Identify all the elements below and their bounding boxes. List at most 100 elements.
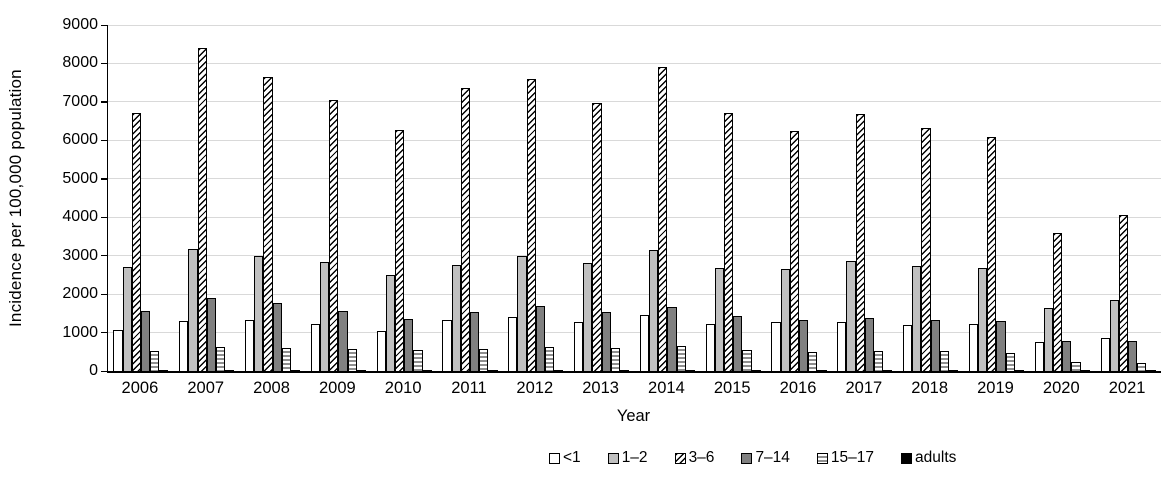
bar-2008-<1 [244, 319, 255, 371]
legend-label: 15–17 [830, 449, 875, 466]
legend-label: 1–2 [621, 449, 648, 466]
gridline [108, 139, 1161, 141]
legend: <1 1–2 3–6 7–14 15–17 adults [549, 449, 956, 467]
y-axis-title: Incidence per 100,000 population [6, 69, 25, 327]
bar-2006-adults [159, 369, 169, 371]
bar-2007-1–2 [188, 248, 198, 371]
bar-2014-adults [685, 369, 695, 371]
bar-2013-adults [619, 369, 630, 371]
bar-2017-15–17 [874, 351, 884, 371]
bar-group-2006 [108, 25, 174, 371]
bar-2017-<1 [837, 322, 847, 371]
x-tick-label: 2014 [648, 379, 685, 397]
bar-2013-1–2 [583, 262, 593, 371]
bar-2011-1–2 [451, 264, 461, 371]
bar-2008-adults [290, 369, 301, 371]
bar-2014-7–14 [667, 306, 677, 371]
bar-2006-1–2 [122, 267, 132, 371]
x-axis-title: Year [616, 407, 651, 425]
bar-2013-7–14 [601, 312, 611, 371]
bar-2016-1–2 [780, 269, 790, 371]
bar-2006-7–14 [140, 311, 151, 371]
bar-2006-<1 [113, 329, 123, 371]
bar-2012-1–2 [517, 256, 527, 371]
bar-2016-15–17 [808, 352, 818, 371]
bar-2009-15–17 [347, 349, 357, 371]
bar-2010-1–2 [385, 274, 395, 371]
legend-swatch-icon [741, 452, 753, 464]
bar-2013-3–6 [592, 103, 602, 371]
bar-group-2013 [569, 25, 635, 371]
bar-2019-<1 [968, 323, 979, 371]
x-tick-label: 2019 [977, 379, 1014, 397]
y-tick-label: 0 [89, 362, 98, 379]
bar-2012-<1 [508, 317, 518, 371]
bar-2019-15–17 [1005, 352, 1015, 371]
bar-2015-1–2 [714, 267, 725, 371]
bar-2009-1–2 [319, 261, 330, 371]
bar-2021-7–14 [1128, 340, 1138, 371]
legend-label: 3–6 [688, 449, 715, 466]
x-axis-tick-labels: 2006 2007 2008 2009 2010 2011 2012 2013 2014 2015… [107, 379, 1160, 398]
y-tick-mark [101, 139, 107, 142]
bar-2010-adults [422, 369, 432, 371]
bar-2018-adults [949, 369, 959, 371]
y-tick-label: 4000 [62, 208, 98, 226]
legend-item-15–17: 15–17 [816, 449, 875, 467]
y-tick-label: 9000 [62, 16, 98, 33]
bar-2015-<1 [705, 324, 715, 371]
bar-2009-adults [356, 369, 366, 371]
bar-2017-3–6 [855, 114, 865, 371]
bar-2010-<1 [376, 330, 386, 371]
bar-2006-15–17 [150, 350, 160, 371]
gridline [108, 24, 1161, 26]
legend-swatch-icon [901, 452, 913, 464]
bar-2013-<1 [574, 322, 584, 371]
bar-2010-15–17 [413, 349, 423, 371]
y-tick-label: 7000 [62, 92, 98, 110]
x-tick-label: 2011 [451, 379, 487, 397]
bar-2020-1–2 [1043, 308, 1054, 371]
bar-2009-<1 [310, 324, 320, 371]
x-tick-label: 2018 [911, 379, 949, 397]
bar-2021-adults [1146, 369, 1156, 371]
bar-2007-7–14 [206, 298, 216, 371]
bar-group-2010 [371, 25, 437, 371]
bar-2016-<1 [771, 321, 781, 371]
bar-2008-1–2 [254, 255, 264, 371]
bar-2018-<1 [903, 324, 913, 371]
bar-2013-15–17 [610, 348, 620, 371]
bar-2015-7–14 [733, 315, 743, 371]
bar-2015-15–17 [742, 349, 752, 371]
y-tick-label: 5000 [62, 169, 98, 187]
bar-2012-3–6 [526, 78, 536, 371]
x-tick-label: 2008 [253, 379, 290, 397]
gridline [108, 101, 1161, 103]
bar-2021-1–2 [1109, 299, 1119, 371]
bar-2019-adults [1014, 369, 1025, 371]
bar-group-2021 [1095, 25, 1161, 371]
bar-2009-3–6 [329, 99, 339, 371]
bar-2012-7–14 [535, 306, 545, 371]
bar-2017-adults [883, 369, 893, 371]
bar-2014-1–2 [649, 249, 659, 371]
bar-group-2015 [700, 25, 766, 371]
bar-group-2014 [635, 25, 701, 371]
bar-2020-<1 [1034, 341, 1044, 371]
bar-2006-3–6 [131, 112, 141, 371]
bar-2018-1–2 [912, 266, 922, 371]
bar-2008-7–14 [272, 302, 282, 371]
bar-2008-3–6 [263, 76, 273, 371]
gridline [108, 293, 1161, 295]
bar-2010-7–14 [404, 318, 414, 371]
legend-label: 7–14 [755, 449, 790, 466]
y-tick-mark [101, 101, 107, 103]
x-tick-label: 2013 [582, 379, 619, 397]
x-tick-label: 2016 [779, 379, 817, 397]
bar-2009-7–14 [338, 311, 348, 371]
bar-2012-adults [554, 369, 564, 371]
x-tick-label: 2015 [713, 379, 751, 397]
bar-2015-adults [751, 369, 761, 371]
y-tick-mark [101, 332, 107, 334]
